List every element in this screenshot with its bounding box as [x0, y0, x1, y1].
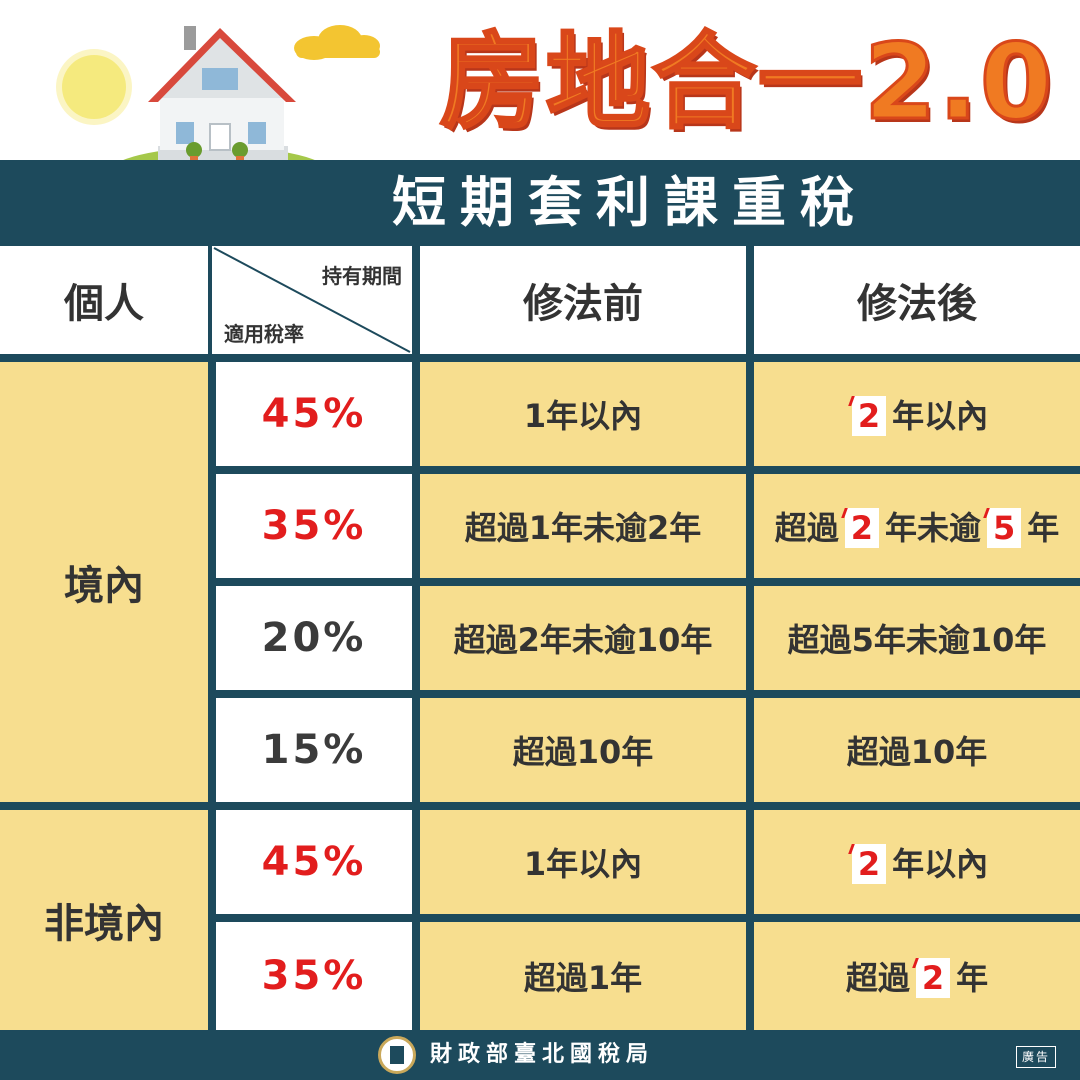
table-row-before: 1年以內: [420, 810, 746, 914]
header-diagonal-cell: 持有期間 適用稅率: [212, 246, 412, 354]
table-row-after: 2 年以內: [754, 810, 1080, 914]
after-text: 超過: [774, 509, 839, 547]
table-row-after: 2 年以內: [754, 362, 1080, 466]
table-row-after: 超過 2 年未逾 5 年: [754, 474, 1080, 578]
highlight-number: 2: [844, 508, 879, 548]
highlight-number: 5: [987, 508, 1022, 548]
header-tax-rate-label: 適用稅率: [224, 322, 304, 346]
group-nondomestic-cell: 非境內: [0, 810, 208, 1030]
header-after-label: 修法後: [857, 281, 977, 327]
table-row-rate: 45%: [216, 362, 412, 466]
rate-value: 45%: [261, 839, 367, 885]
rate-value: 35%: [261, 503, 367, 549]
footer: 財政部臺北國稅局: [0, 1030, 1080, 1080]
after-value: 超過10年: [846, 733, 988, 771]
cloud-icon: [294, 25, 380, 60]
table-row-after: 超過10年: [754, 698, 1080, 802]
before-value: 超過2年未逾10年: [453, 621, 713, 659]
ad-badge: 廣告: [1016, 1046, 1056, 1068]
table-row-rate: 45%: [216, 810, 412, 914]
before-value: 1年以內: [523, 397, 643, 435]
rate-value: 35%: [261, 953, 367, 999]
rate-value: 15%: [261, 727, 367, 773]
before-value: 超過10年: [512, 733, 654, 771]
after-text: 年未逾: [884, 509, 981, 547]
before-value: 超過1年未逾2年: [464, 509, 702, 547]
table-row-before: 超過10年: [420, 698, 746, 802]
after-text: 年以內: [892, 845, 989, 883]
after-value: 超過 2 年: [846, 953, 988, 999]
after-text: 年: [1027, 509, 1060, 547]
agency-seal-icon: [378, 1036, 416, 1074]
header-holding-period-label: 持有期間: [322, 264, 402, 288]
rate-value: 20%: [261, 615, 367, 661]
table-row-before: 超過1年: [420, 922, 746, 1030]
highlight-number: 2: [851, 396, 887, 436]
highlight-number: 2: [851, 844, 887, 884]
group-domestic-label: 境內: [64, 563, 144, 609]
highlight-number: 2: [915, 958, 951, 998]
table-row-before: 超過1年未逾2年: [420, 474, 746, 578]
table-row-rate: 35%: [216, 474, 412, 578]
header-before-cell: 修法前: [420, 246, 746, 354]
header: 房地合一2.0: [0, 0, 1080, 212]
diagonal-line: [213, 247, 411, 353]
sun-icon: [62, 55, 126, 119]
group-domestic-cell: 境內: [0, 362, 208, 802]
agency-name: 財政部臺北國稅局: [430, 1042, 655, 1067]
after-text: 年以內: [892, 397, 989, 435]
before-value: 超過1年: [523, 959, 643, 997]
after-text: 年: [956, 959, 989, 997]
after-value: 超過 2 年未逾 5 年: [774, 503, 1060, 549]
group-nondomestic-label: 非境內: [44, 901, 164, 947]
after-value: 超過5年未逾10年: [787, 621, 1047, 659]
after-text: 超過: [845, 959, 910, 997]
after-value: 2 年以內: [846, 391, 988, 437]
table-row-rate: 35%: [216, 922, 412, 1030]
banner-title: 短期套利課重稅: [392, 171, 868, 234]
banner: 短期套利課重稅: [0, 160, 1080, 246]
before-value: 1年以內: [523, 845, 643, 883]
table-row-rate: 20%: [216, 586, 412, 690]
header-group-cell: 個人: [0, 246, 208, 354]
table-row-rate: 15%: [216, 698, 412, 802]
header-group-label: 個人: [64, 281, 144, 327]
after-value: 2 年以內: [846, 839, 988, 885]
table-row-after: 超過 2 年: [754, 922, 1080, 1030]
rate-value: 45%: [261, 391, 367, 437]
header-after-cell: 修法後: [754, 246, 1080, 354]
table-row-before: 超過2年未逾10年: [420, 586, 746, 690]
seal-inner: [390, 1046, 404, 1064]
header-before-label: 修法前: [523, 281, 643, 327]
table-row-before: 1年以內: [420, 362, 746, 466]
page-title: 房地合一2.0: [439, 21, 1055, 144]
table-row-after: 超過5年未逾10年: [754, 586, 1080, 690]
